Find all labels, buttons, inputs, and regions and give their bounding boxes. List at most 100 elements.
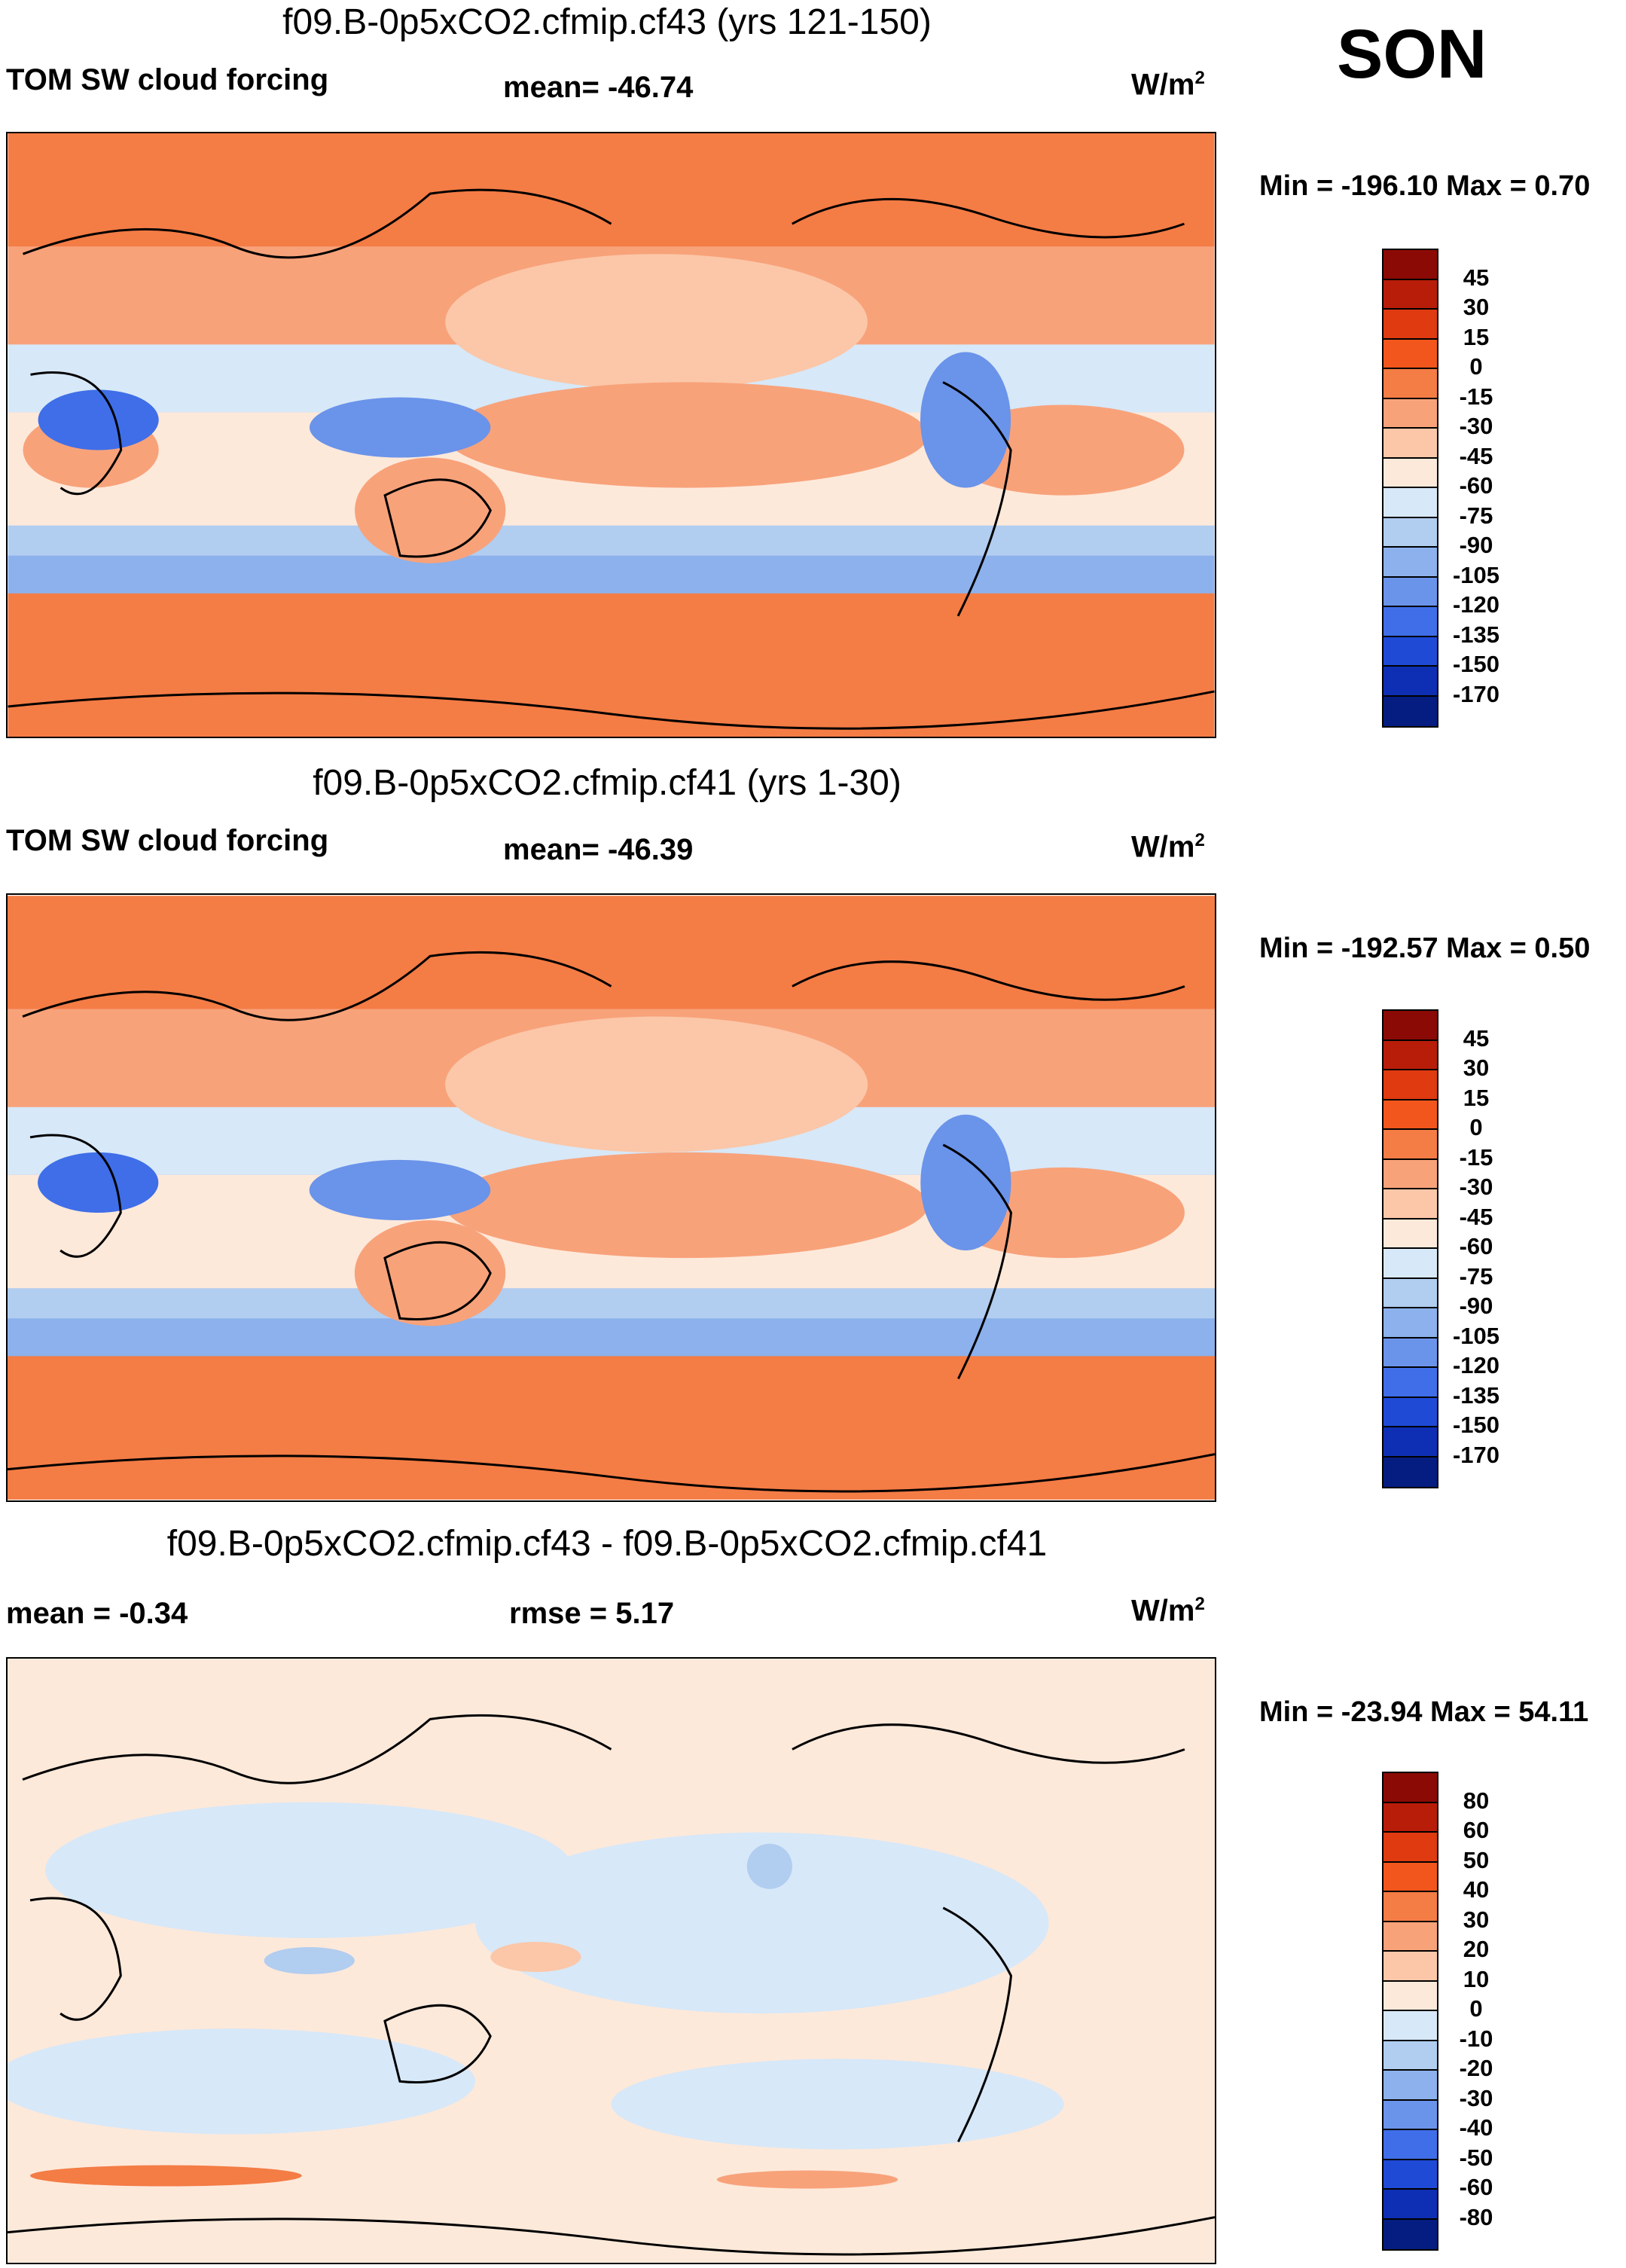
south-america-coastline <box>942 1906 1013 2143</box>
colorbar-swatch <box>1383 429 1437 459</box>
africa-coastline <box>29 1134 122 1258</box>
antarctica-coastline <box>8 1453 1215 1493</box>
asia-cool-patch <box>45 1802 574 1938</box>
colorbar-swatch <box>1383 2160 1437 2190</box>
colorbar-tick-label: -150 <box>1452 1412 1500 1438</box>
panel-2-map <box>6 893 1216 1502</box>
colorbar-swatch <box>1383 250 1437 280</box>
panel-3-colorbar <box>1382 1772 1438 2251</box>
colorbar-swatch <box>1383 1159 1437 1189</box>
colorbar-tick-label: -135 <box>1452 1381 1500 1409</box>
colorbar-swatch <box>1383 398 1437 429</box>
colorbar-tick-label: -105 <box>1452 1322 1500 1349</box>
colorbar-tick-label: -75 <box>1459 1262 1493 1290</box>
colorbar-tick-label: -120 <box>1452 591 1500 618</box>
colorbar-swatch <box>1383 577 1437 607</box>
colorbar-swatch <box>1383 1862 1437 1892</box>
colorbar-swatch <box>1383 1427 1437 1458</box>
panel-3-units: W/m2 <box>1131 1594 1205 1628</box>
storm-track-warm-2 <box>716 2170 898 2189</box>
colorbar-tick-label: -20 <box>1459 2055 1493 2081</box>
north-pacific-patch <box>445 254 868 390</box>
colorbar-tick-label: -10 <box>1459 2025 1493 2052</box>
panel-1-colorbar <box>1382 249 1438 728</box>
colorbar-swatch <box>1383 2011 1437 2041</box>
colorbar-tick-label: -170 <box>1452 680 1500 707</box>
colorbar-swatch <box>1383 1457 1437 1487</box>
colorbar-tick-label: -60 <box>1459 2174 1493 2200</box>
colorbar-swatch <box>1383 1278 1437 1308</box>
colorbar-swatch <box>1383 1070 1437 1100</box>
antarctica-coastline <box>8 2216 1215 2256</box>
colorbar-tick-label: 0 <box>1469 1995 1483 2022</box>
colorbar-tick-label: 40 <box>1463 1876 1490 1903</box>
colorbar-tick-label: -170 <box>1452 1441 1500 1468</box>
colorbar-tick-label: -150 <box>1452 651 1500 677</box>
colorbar-tick-label: -30 <box>1459 1174 1493 1200</box>
colorbar-swatch <box>1383 1249 1437 1279</box>
eurasia-coastline <box>22 1714 612 1784</box>
colorbar-tick-label: 10 <box>1463 1965 1490 1992</box>
colorbar-tick-label: -15 <box>1459 1143 1493 1171</box>
congo-patch <box>38 389 159 450</box>
panel-1-units: W/m2 <box>1131 68 1205 102</box>
colorbar-swatch <box>1383 1981 1437 2011</box>
south-america-coastline <box>942 1143 1013 1380</box>
panel-1-map <box>6 132 1216 738</box>
colorbar-tick-label: -90 <box>1459 1293 1493 1319</box>
colorbar-tick-label: 80 <box>1463 1787 1490 1814</box>
colorbar-swatch <box>1383 1368 1437 1398</box>
congo-patch <box>38 1152 159 1213</box>
colorbar-swatch <box>1383 2071 1437 2101</box>
antarctica-coastline <box>8 690 1215 730</box>
colorbar-tick-label: -75 <box>1459 502 1493 529</box>
south-america-coastline <box>942 381 1012 617</box>
australia-coastline <box>383 2004 492 2083</box>
colorbar-swatch <box>1383 2100 1437 2130</box>
panel-1-map-svg <box>8 133 1215 737</box>
panel-2-title: f09.B-0p5xCO2.cfmip.cf41 (yrs 1-30) <box>313 763 901 803</box>
panel-1-mean-label: mean= -46.74 <box>503 71 694 104</box>
colorbar-tick-label: 60 <box>1463 1817 1490 1843</box>
colorbar-tick-label: -45 <box>1459 442 1493 469</box>
colorbar-tick-label: 45 <box>1463 264 1490 291</box>
colorbar-swatch <box>1383 696 1437 726</box>
eurasia-coastline <box>22 951 612 1021</box>
colorbar-swatch <box>1383 1219 1437 1249</box>
indian-ocean-blue <box>264 1946 355 1975</box>
north-pacific-patch <box>445 1016 868 1152</box>
south-indian-cool-patch <box>8 2028 476 2135</box>
central-pacific-blue <box>746 1843 792 1889</box>
panel-1-variable-label: TOM SW cloud forcing <box>6 63 329 96</box>
australia-coastline <box>383 478 492 558</box>
antarctic-band <box>8 593 1215 737</box>
colorbar-tick-label: -45 <box>1459 1203 1493 1230</box>
colorbar-tick-label: 45 <box>1463 1024 1490 1052</box>
colorbar-tick-label: -15 <box>1459 383 1493 410</box>
colorbar-tick-label: 30 <box>1463 1055 1490 1081</box>
antarctic-band <box>8 1356 1215 1500</box>
colorbar-tick-label: -60 <box>1459 1233 1493 1259</box>
colorbar-tick-label: 15 <box>1463 323 1490 350</box>
colorbar-tick-label: -50 <box>1459 2144 1493 2171</box>
panel-3-mean-label: mean = -0.34 <box>6 1597 188 1630</box>
maritime-continent-patch <box>310 397 491 458</box>
colorbar-swatch <box>1383 636 1437 667</box>
equatorial-warm <box>490 1941 581 1973</box>
colorbar-swatch <box>1383 1952 1437 1982</box>
colorbar-swatch <box>1383 1189 1437 1219</box>
colorbar-swatch <box>1383 339 1437 369</box>
amazon-patch <box>920 1114 1011 1251</box>
colorbar-swatch <box>1383 458 1437 488</box>
colorbar-swatch <box>1383 1922 1437 1952</box>
colorbar-tick-label: -30 <box>1459 413 1493 439</box>
north-america-coastline <box>792 960 1185 1001</box>
panel-2-mean-label: mean= -46.39 <box>503 833 694 866</box>
colorbar-swatch <box>1383 548 1437 578</box>
panel-2-units: W/m2 <box>1131 830 1205 864</box>
maritime-continent-patch <box>309 1159 491 1221</box>
colorbar-tick-label: 15 <box>1463 1084 1490 1111</box>
colorbar-swatch <box>1383 488 1437 518</box>
colorbar-swatch <box>1383 2041 1437 2071</box>
panel-3-map-svg <box>8 1659 1215 2263</box>
